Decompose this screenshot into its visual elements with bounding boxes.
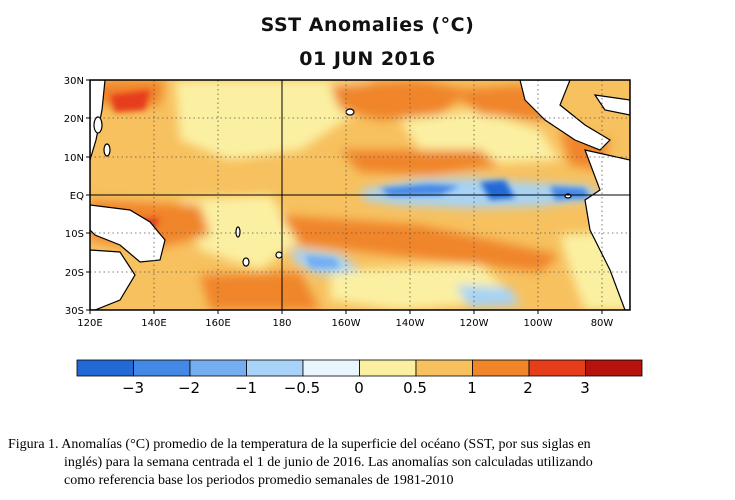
island-hawaii xyxy=(345,108,355,116)
y-tick-label: 10N xyxy=(64,153,84,164)
y-tick-label: 10S xyxy=(65,229,84,240)
anomaly-region-cold-southeast xyxy=(455,285,520,307)
color-scale-cell xyxy=(246,359,304,377)
axis-labels: 120E 140E 160E 180 160W 140W 120W 100W 8… xyxy=(64,76,614,329)
anomaly-region-orange-itcz xyxy=(340,150,500,175)
color-scale-label: −0.5 xyxy=(284,379,320,397)
anomaly-region-yellow-north xyxy=(175,80,370,160)
color-scale-cell xyxy=(189,359,247,377)
caption-line-3: como referencia base los periodos promed… xyxy=(64,473,454,488)
y-tick-label: 30N xyxy=(64,76,84,87)
land-caribbean xyxy=(593,94,630,116)
island-fiji xyxy=(275,251,283,259)
y-tick-label: 30S xyxy=(65,306,84,317)
x-tick-label: 80W xyxy=(591,318,614,329)
anomaly-core-warm-1 xyxy=(110,90,150,112)
color-scale-labels: −3 −2 −1 −0.5 0 0.5 1 2 3 xyxy=(122,379,590,397)
island-vanuatu xyxy=(235,226,241,238)
color-scale-label: 0.5 xyxy=(403,379,427,397)
land-masses xyxy=(90,80,630,310)
x-tick-label: 120E xyxy=(77,318,102,329)
color-scale-label: 0 xyxy=(354,379,364,397)
color-scale-cell xyxy=(415,359,473,377)
anomaly-region-orange-north-central xyxy=(330,80,470,120)
color-scale-cells xyxy=(76,359,643,377)
anomaly-core-cold-1 xyxy=(380,184,460,196)
y-tick-label: 20N xyxy=(64,114,84,125)
anomaly-field xyxy=(90,80,630,310)
land-mexico xyxy=(519,80,611,151)
x-tick-label: 140W xyxy=(396,318,425,329)
y-tick-label: EQ xyxy=(70,191,84,202)
land-south-america xyxy=(584,149,630,310)
color-scale-cell xyxy=(133,359,191,377)
color-scale-label: −3 xyxy=(122,379,144,397)
map-title: SST Anomalies (°C) xyxy=(260,14,475,36)
land-australia xyxy=(90,249,136,310)
graticule xyxy=(90,80,630,310)
color-scale-bar: −3 −2 −1 −0.5 0 0.5 1 2 3 xyxy=(76,359,643,397)
island-mindanao xyxy=(103,143,111,157)
x-tick-label: 160E xyxy=(205,318,230,329)
x-tick-label: 160W xyxy=(332,318,361,329)
caption-line-1: Figura 1. Anomalías (°C) promedio de la … xyxy=(8,437,591,452)
anomaly-region-orange-tasman xyxy=(200,272,320,310)
axis-ticks xyxy=(86,79,603,314)
caption-line-2: inglés) para la semana centrada el 1 de … xyxy=(64,455,593,470)
color-scale-cell xyxy=(359,359,417,377)
color-scale-cell xyxy=(528,359,586,377)
color-scale-label: −2 xyxy=(178,379,200,397)
color-scale-label: 2 xyxy=(523,379,533,397)
color-scale-cell xyxy=(302,359,360,377)
anomaly-core-cold-4 xyxy=(305,255,340,268)
island-new-caledonia xyxy=(242,257,250,267)
sst-anomaly-map: 120E 140E 160E 180 160W 140W 120W 100W 8… xyxy=(64,76,631,329)
island-philippines xyxy=(93,116,103,134)
islands xyxy=(93,108,572,267)
color-scale-cell xyxy=(585,359,643,377)
color-scale-cell xyxy=(76,359,134,377)
x-tick-label: 180 xyxy=(272,318,291,329)
anomaly-region-orange-spcz-band xyxy=(280,215,560,272)
color-scale-label: −1 xyxy=(235,379,257,397)
x-tick-label: 100W xyxy=(524,318,553,329)
map-date: 01 JUN 2016 xyxy=(299,48,436,70)
figure-caption: Figura 1. Anomalías (°C) promedio de la … xyxy=(8,436,728,490)
land-new-guinea-australia xyxy=(90,204,166,263)
color-scale-cell xyxy=(472,359,530,377)
anomaly-core-cold-3 xyxy=(550,186,590,200)
y-tick-label: 20S xyxy=(65,268,84,279)
color-scale-label: 1 xyxy=(467,379,477,397)
x-tick-label: 120W xyxy=(460,318,489,329)
color-scale-label: 3 xyxy=(580,379,590,397)
x-tick-label: 140E xyxy=(141,318,166,329)
